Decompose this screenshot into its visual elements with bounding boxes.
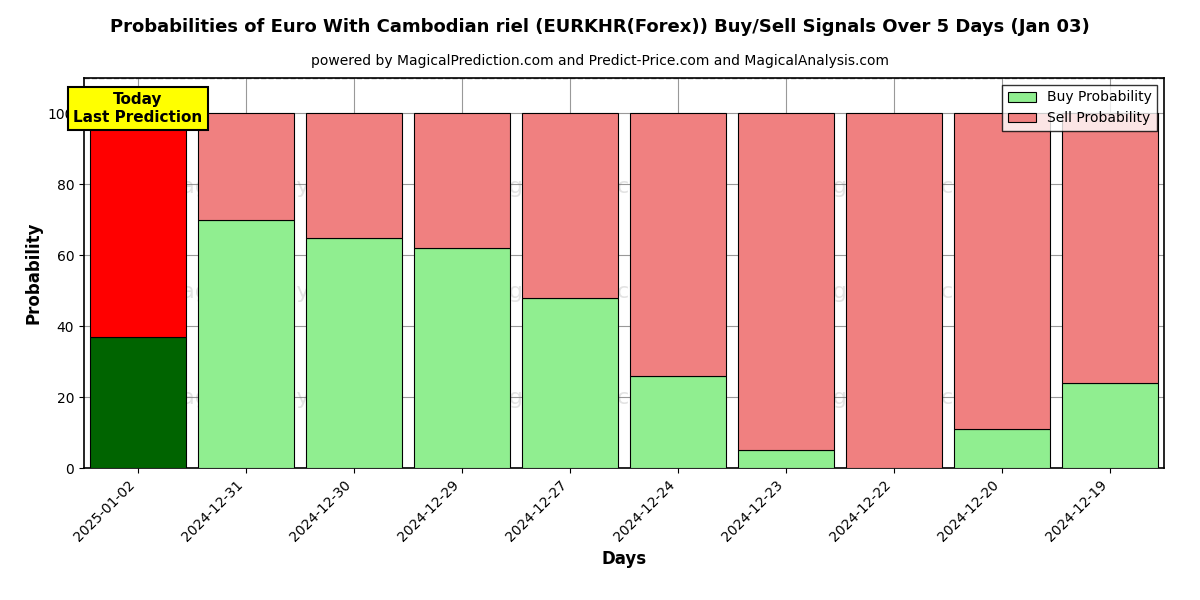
- Bar: [954, 429, 1050, 468]
- Text: MagicalAnalysis.com: MagicalAnalysis.com: [162, 388, 395, 408]
- Text: Today
Last Prediction: Today Last Prediction: [73, 92, 203, 125]
- Bar: [630, 113, 726, 376]
- Bar: [414, 248, 510, 468]
- Bar: [954, 113, 1050, 429]
- Text: MagicalAnalysis.com: MagicalAnalysis.com: [162, 283, 395, 302]
- Bar: [522, 113, 618, 298]
- Bar: [846, 113, 942, 468]
- X-axis label: Days: Days: [601, 550, 647, 568]
- Y-axis label: Probability: Probability: [24, 222, 42, 324]
- Bar: [414, 113, 510, 248]
- Bar: [198, 113, 294, 220]
- Bar: [306, 238, 402, 468]
- Text: MagicalPrediction.com: MagicalPrediction.com: [478, 283, 727, 302]
- Bar: [306, 113, 402, 238]
- Bar: [738, 450, 834, 468]
- Text: MagicalPrediction.com: MagicalPrediction.com: [478, 177, 727, 197]
- Bar: [1062, 383, 1158, 468]
- Bar: [198, 220, 294, 468]
- Text: powered by MagicalPrediction.com and Predict-Price.com and MagicalAnalysis.com: powered by MagicalPrediction.com and Pre…: [311, 54, 889, 68]
- Text: MagicalPrediction.com: MagicalPrediction.com: [478, 388, 727, 408]
- Text: MagicalAnalysis.com: MagicalAnalysis.com: [162, 177, 395, 197]
- Bar: [90, 113, 186, 337]
- Bar: [1062, 113, 1158, 383]
- Bar: [630, 376, 726, 468]
- Bar: [522, 298, 618, 468]
- Legend: Buy Probability, Sell Probability: Buy Probability, Sell Probability: [1002, 85, 1157, 131]
- Text: MagicalPrediction.com: MagicalPrediction.com: [802, 283, 1051, 302]
- Bar: [738, 113, 834, 450]
- Text: MagicalPrediction.com: MagicalPrediction.com: [802, 388, 1051, 408]
- Text: MagicalPrediction.com: MagicalPrediction.com: [802, 177, 1051, 197]
- Bar: [90, 337, 186, 468]
- Text: Probabilities of Euro With Cambodian riel (EURKHR(Forex)) Buy/Sell Signals Over : Probabilities of Euro With Cambodian rie…: [110, 18, 1090, 36]
